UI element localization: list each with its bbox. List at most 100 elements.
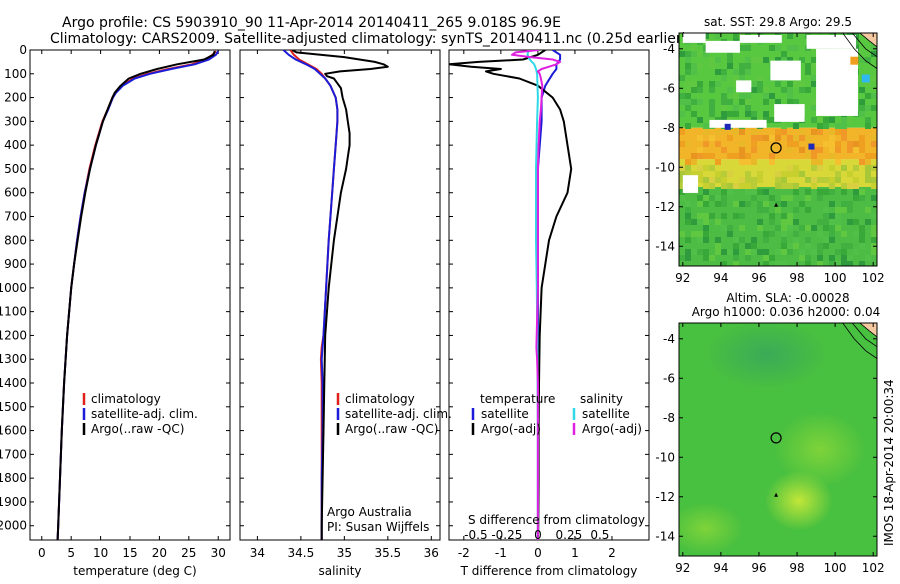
sst-cell — [727, 111, 733, 117]
sst-cell — [679, 255, 685, 261]
sst-cell — [715, 177, 721, 183]
sst-cell — [787, 135, 793, 141]
sst-cell — [865, 219, 871, 225]
sst-cell — [811, 63, 817, 69]
sst-cloud-gap — [705, 40, 740, 53]
imos-timestamp-label: IMOS 18-Apr-2014 20:00:34 — [882, 379, 896, 546]
sst-cell — [757, 171, 763, 177]
sst-cell — [721, 195, 727, 201]
sst-cell — [685, 57, 691, 63]
sst-cell — [847, 243, 853, 249]
sst-cell — [853, 147, 859, 153]
sst-cell — [715, 171, 721, 177]
sst-cell — [835, 177, 841, 183]
sst-cell — [811, 75, 817, 81]
difference-xlabel: T difference from climatology — [460, 564, 638, 578]
sst-cell — [793, 207, 799, 213]
sst-cell — [853, 231, 859, 237]
sst-cell — [733, 213, 739, 219]
sst-cell — [697, 237, 703, 243]
sst-cell — [805, 63, 811, 69]
y-tick-label: 400 — [4, 138, 27, 152]
sst-cell — [739, 237, 745, 243]
sst-cell — [805, 87, 811, 93]
s-tick-label: 0 — [534, 528, 542, 542]
y-tick-label: 1700 — [0, 447, 27, 461]
sst-cell — [853, 189, 859, 195]
sst-cell — [805, 153, 811, 159]
sst-cell — [763, 213, 769, 219]
sst-cell — [745, 63, 751, 69]
sst-cell — [769, 153, 775, 159]
sst-cell — [733, 255, 739, 261]
sst-cell — [685, 81, 691, 87]
sst-cell — [763, 189, 769, 195]
sst-cell — [685, 255, 691, 261]
sst-cell — [685, 51, 691, 57]
sst-cell — [841, 123, 847, 129]
sst-cell — [685, 123, 691, 129]
sst-cell — [829, 141, 835, 147]
sst-cell — [775, 171, 781, 177]
salinity-legend: climatology satellite-adj. clim. Argo(..… — [327, 392, 452, 534]
sst-cell — [679, 141, 685, 147]
sst-cell — [871, 225, 877, 231]
sst-cell — [685, 201, 691, 207]
sst-cell — [775, 261, 781, 266]
coastline-line — [842, 323, 877, 359]
y-tick-label: 1300 — [0, 352, 27, 366]
sst-cell — [691, 69, 697, 75]
temperature-xlabel: temperature (deg C) — [73, 564, 196, 578]
y-tick-label: 1800 — [0, 471, 27, 485]
y-tick-label: 1500 — [0, 400, 27, 414]
sst-cell — [835, 171, 841, 177]
sst-cell — [835, 249, 841, 255]
sla-anomaly-low — [706, 323, 827, 389]
sst-cell — [763, 87, 769, 93]
sst-cell — [835, 129, 841, 135]
sst-cell — [865, 117, 871, 123]
sst-cell — [793, 189, 799, 195]
s-tick-label: -0.5 — [464, 528, 487, 542]
sst-cell — [847, 207, 853, 213]
sst-cell — [781, 213, 787, 219]
sst-cell — [697, 201, 703, 207]
sst-cell — [787, 219, 793, 225]
sst-cell — [781, 57, 787, 63]
sst-cell — [745, 93, 751, 99]
sst-cell — [751, 81, 757, 87]
sst-cell — [805, 261, 811, 266]
sst-cell — [841, 261, 847, 266]
sst-cell — [757, 135, 763, 141]
sst-cell — [757, 249, 763, 255]
sst-cell — [727, 87, 733, 93]
sst-cell — [781, 171, 787, 177]
legend-label: climatology — [345, 392, 415, 406]
x-tick-label: 20 — [152, 546, 167, 560]
sst-cell — [859, 195, 865, 201]
sst-cell — [691, 51, 697, 57]
sst-cell — [685, 249, 691, 255]
sst-cell — [733, 243, 739, 249]
sst-cell — [721, 147, 727, 153]
sst-cell — [775, 57, 781, 63]
y-tick-label: 1600 — [0, 424, 27, 438]
sst-cell — [709, 135, 715, 141]
sst-cell — [799, 255, 805, 261]
sst-cell — [757, 75, 763, 81]
sst-cell — [697, 195, 703, 201]
y-tick-label: -8 — [663, 411, 675, 425]
sst-cell — [817, 195, 823, 201]
sst-cell — [775, 81, 781, 87]
annotation-argo-australia: Argo Australia — [327, 505, 412, 519]
sst-cell — [859, 141, 865, 147]
sst-cell — [859, 261, 865, 266]
sst-cell — [721, 261, 727, 266]
sst-cell — [835, 213, 841, 219]
sst-cell — [727, 63, 733, 69]
x-tick-label: 35.5 — [374, 546, 401, 560]
sst-cell — [697, 177, 703, 183]
sst-cell — [721, 105, 727, 111]
sst-cell — [787, 87, 793, 93]
